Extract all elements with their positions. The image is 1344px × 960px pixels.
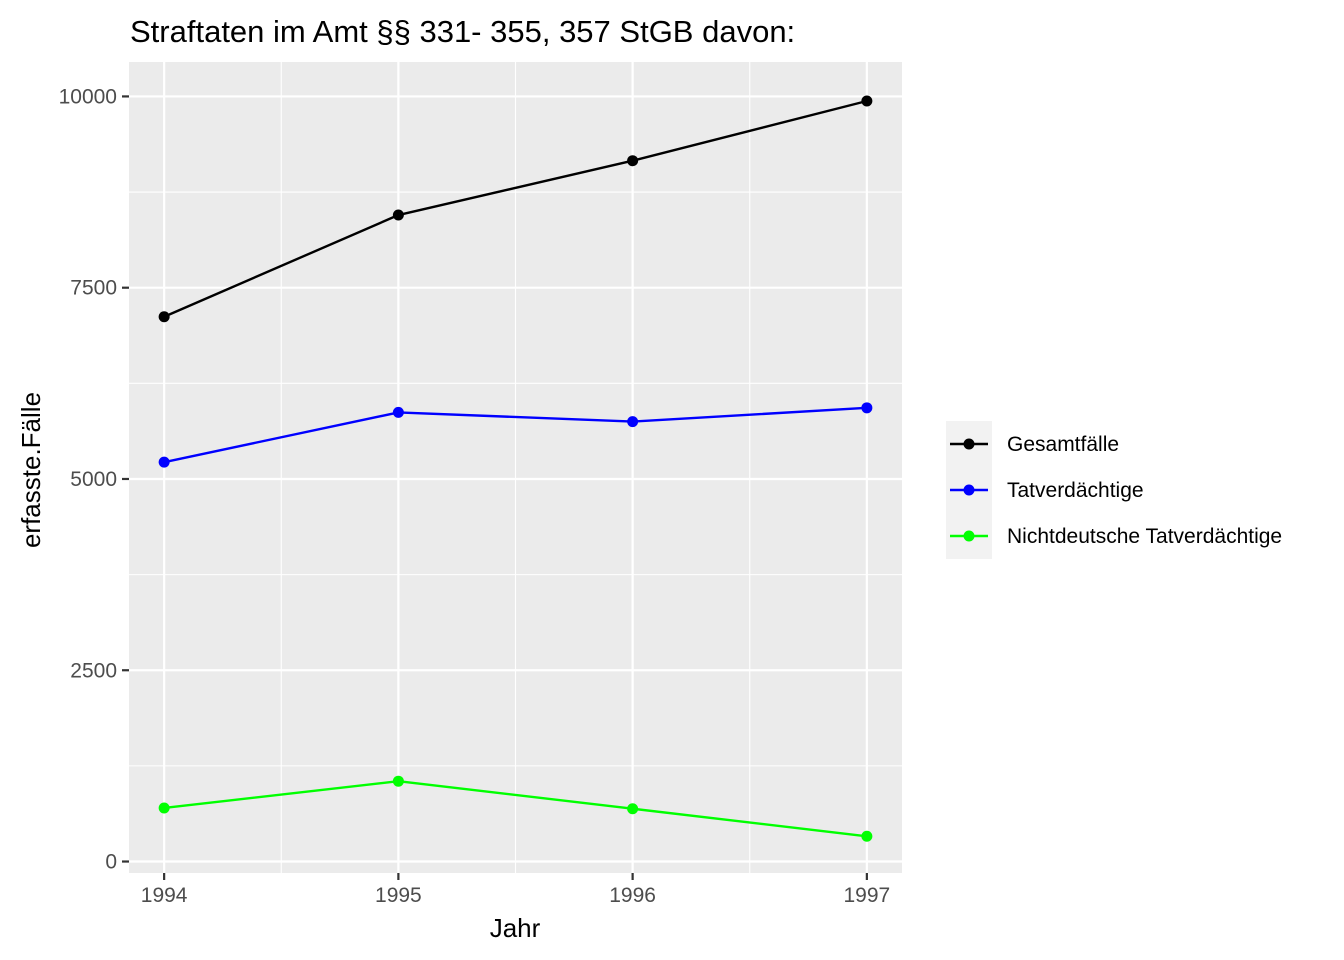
data-point <box>861 830 873 842</box>
legend-label: Gesamtfälle <box>1007 433 1119 456</box>
data-point <box>392 209 404 221</box>
x-tick-label: 1995 <box>375 884 422 907</box>
legend-key-point <box>963 530 975 542</box>
data-point <box>627 803 639 815</box>
data-point <box>861 95 873 107</box>
minor-gridlines <box>129 62 902 873</box>
y-tick-label: 0 <box>105 851 117 874</box>
legend: Gesamtfälle Tatverdächtige Nichtdeutsche T… <box>946 421 1282 559</box>
x-tick-label: 1994 <box>141 884 188 907</box>
data-point <box>627 416 639 428</box>
series-line-3 <box>164 779 868 838</box>
data-point <box>861 402 873 414</box>
major-gridlines <box>129 62 902 873</box>
y-tick-label: 7500 <box>70 277 117 300</box>
y-tick-label: 2500 <box>70 659 117 682</box>
data-point <box>627 155 639 167</box>
data-point <box>158 456 170 468</box>
y-axis-title: erfasste.Fälle <box>16 392 46 548</box>
y-axis: 0 2500 5000 7500 10000 <box>59 85 129 874</box>
x-tick-label: 1996 <box>609 884 656 907</box>
series-line-2 <box>163 406 867 464</box>
x-axis: 1994 1995 1996 1997 <box>141 873 890 907</box>
data-point <box>392 406 404 418</box>
x-tick-label: 1997 <box>844 884 891 907</box>
y-tick-label: 5000 <box>70 468 117 491</box>
y-tick-label: 10000 <box>59 85 117 108</box>
data-point <box>158 311 170 323</box>
series-line-1 <box>163 99 868 318</box>
legend-label: Tatverdächtige <box>1007 479 1144 502</box>
data-point <box>158 802 170 814</box>
x-axis-title: Jahr <box>490 913 541 943</box>
legend-label: Nichtdeutsche Tatverdächtige <box>1007 525 1282 548</box>
chart-title: Straftaten im Amt §§ 331- 355, 357 StGB … <box>130 14 795 49</box>
series-layer <box>158 95 873 842</box>
legend-key-point <box>963 438 975 450</box>
data-point <box>392 775 404 787</box>
legend-key-point <box>963 484 975 496</box>
